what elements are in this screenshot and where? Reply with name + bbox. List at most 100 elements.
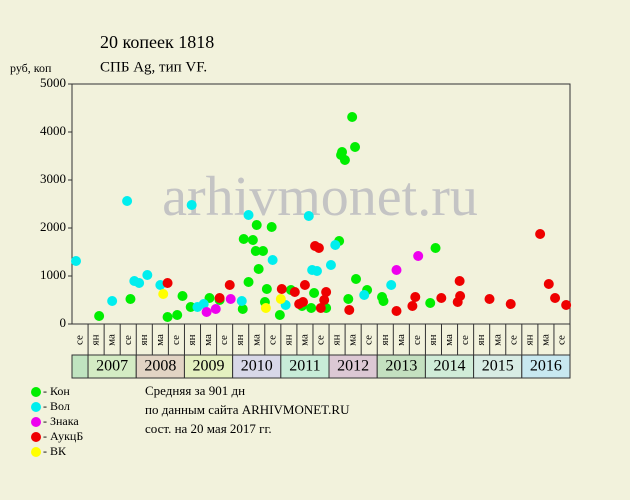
data-point — [543, 279, 554, 290]
data-point — [158, 289, 169, 299]
data-point — [260, 303, 271, 314]
data-point — [237, 303, 248, 314]
column-label: ян — [427, 334, 439, 345]
data-point — [337, 147, 348, 158]
data-point — [425, 297, 436, 308]
data-point — [306, 303, 317, 314]
column-label: ма — [539, 334, 551, 346]
legend-marker — [31, 432, 41, 442]
column-label: ма — [395, 334, 407, 346]
data-point — [251, 219, 262, 230]
data-point — [407, 301, 418, 311]
data-point — [454, 275, 465, 286]
data-point — [257, 245, 268, 256]
plot-frame — [71, 83, 571, 325]
column-label: ян — [186, 334, 198, 345]
chart-title: 20 копеек 1818 — [100, 32, 214, 52]
data-point — [344, 304, 355, 315]
data-point — [210, 303, 221, 314]
data-point — [378, 296, 389, 307]
data-point — [535, 229, 546, 239]
year-label: 2010 — [241, 358, 273, 375]
data-point — [550, 292, 561, 303]
column-label: се — [122, 335, 134, 345]
column-label: ма — [491, 334, 503, 346]
year-label: 2013 — [385, 358, 417, 375]
column-label: ма — [250, 334, 262, 346]
data-point — [505, 298, 516, 309]
data-point — [125, 293, 136, 304]
column-label: ма — [154, 334, 166, 346]
data-point — [261, 284, 272, 295]
data-point — [162, 311, 173, 322]
data-point — [267, 255, 278, 266]
data-point — [330, 239, 341, 250]
data-point — [430, 243, 441, 254]
legend-label: - Вол — [43, 399, 70, 413]
data-point — [343, 293, 354, 304]
data-point — [325, 260, 336, 271]
column-label: ян — [282, 334, 294, 345]
data-point — [350, 141, 361, 152]
data-point — [311, 266, 322, 277]
year-band — [521, 354, 571, 379]
column-label: се — [411, 335, 423, 345]
data-point — [313, 243, 324, 254]
data-point — [224, 279, 235, 290]
data-point — [172, 309, 183, 320]
data-point — [225, 293, 236, 304]
data-point — [94, 310, 105, 321]
data-point — [107, 296, 118, 307]
column-label: се — [459, 335, 471, 345]
data-point — [186, 200, 197, 211]
legend-label: - Знака — [43, 414, 79, 428]
data-point — [299, 279, 310, 290]
y-axis-label: руб, коп — [10, 61, 52, 75]
column-label: ма — [443, 334, 455, 346]
data-point — [276, 284, 287, 295]
data-point — [413, 250, 424, 261]
year-band — [71, 354, 89, 379]
column-label: ма — [298, 334, 310, 346]
footnote: по данным сайта ARHIVMONET.RU — [145, 402, 350, 417]
data-point — [214, 292, 225, 303]
footnote: Средняя за 901 дн — [145, 383, 245, 398]
data-point — [236, 296, 247, 307]
data-point — [247, 235, 258, 245]
column-label: ма — [347, 334, 359, 346]
data-point — [319, 295, 330, 305]
column-label: ян — [90, 334, 102, 345]
data-point — [142, 269, 153, 280]
data-point — [484, 293, 495, 304]
column-label: се — [74, 335, 86, 345]
year-label: 2009 — [193, 358, 225, 375]
column-label: се — [170, 335, 182, 345]
y-tick-label: 1000 — [40, 267, 66, 282]
data-point — [198, 298, 209, 309]
legend-label: - Кон — [43, 384, 70, 398]
data-point — [201, 307, 212, 317]
legend-label: - ВК — [43, 444, 67, 458]
y-tick-label: 3000 — [40, 171, 66, 186]
y-tick-label: 5000 — [40, 75, 66, 90]
year-label: 2015 — [482, 358, 514, 375]
year-label: 2008 — [144, 358, 176, 375]
data-point — [253, 263, 264, 274]
year-label: 2011 — [289, 358, 320, 375]
year-label: 2014 — [434, 358, 466, 375]
data-point — [122, 195, 133, 206]
footnote: сост. на 20 мая 2017 гг. — [145, 421, 272, 436]
column-label: ян — [475, 334, 487, 345]
column-label: ма — [106, 334, 118, 346]
data-point — [436, 292, 447, 303]
legend-label: - АукцБ — [43, 429, 83, 443]
data-point — [297, 297, 308, 308]
data-point — [134, 278, 145, 289]
watermark: arhivmonet.ru — [162, 166, 478, 228]
data-point — [162, 278, 173, 289]
year-label: 2007 — [96, 358, 128, 375]
data-point — [410, 291, 421, 302]
data-point — [315, 303, 326, 314]
data-point — [177, 291, 188, 302]
